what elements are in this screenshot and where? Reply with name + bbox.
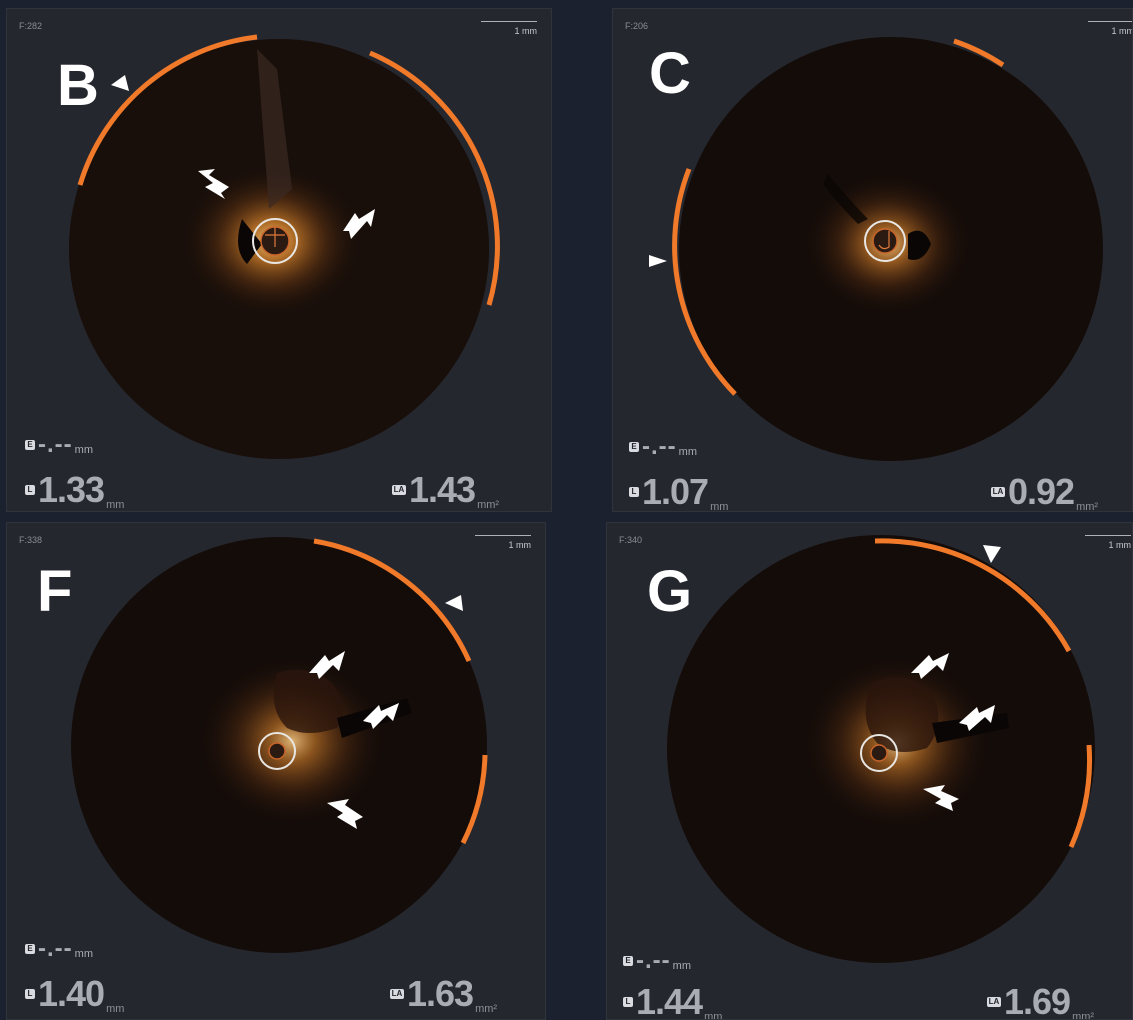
lumen-area-icon: LA (392, 485, 406, 495)
catheter-ring (252, 218, 298, 264)
white-arrow (923, 785, 959, 811)
scale-bar: 1 mm (481, 21, 537, 36)
lumen-area-readout: LA 0.92 mm² (991, 471, 1099, 512)
catheter-ring (864, 220, 906, 262)
oct-panel-b: F:282 1 mm B E -.-- mm L 1.33 mm LA 1.43 mm² (6, 8, 552, 512)
frame-number: F:206 (625, 21, 649, 31)
oct-scan-image (667, 535, 1095, 963)
lumen-icon: L (623, 997, 633, 1007)
orange-arc-marker (313, 538, 472, 663)
thrombus-region (273, 669, 344, 733)
thickness-icon: E (25, 440, 35, 450)
lumen-area-readout: LA 1.43 mm² (392, 469, 500, 512)
frame-number: F:340 (619, 535, 643, 545)
lumen-diameter-readout: L 1.33 mm (25, 469, 124, 511)
white-arrow (363, 703, 399, 729)
thickness-readout: E -.-- mm (25, 935, 93, 963)
panel-letter: G (647, 559, 693, 624)
orange-arc-marker (953, 38, 1005, 68)
frame-number: F:338 (19, 535, 43, 545)
lumen-icon: L (25, 485, 35, 495)
oct-panel-g: F:340 1 mm G E -.-- mm L 1.44 mm LA 1.69 mm² (606, 522, 1133, 1020)
lumen-diameter-readout: L 1.44 mm (623, 981, 722, 1019)
lumen-icon: L (629, 487, 639, 497)
panel-letter: F (37, 559, 73, 624)
orange-arc-marker (672, 168, 737, 396)
thickness-icon: E (25, 944, 35, 954)
thickness-icon: E (629, 442, 639, 452)
panel-letter: C (649, 41, 691, 106)
catheter-ring (860, 734, 898, 772)
catheter-core (268, 742, 286, 760)
catheter-mark (878, 231, 890, 250)
catheter-core (872, 228, 898, 254)
thickness-readout: E -.-- mm (623, 947, 691, 975)
arrowhead-marker (983, 545, 1001, 563)
oct-panel-f: F:338 1 mm F E -.-- mm L 1.40 mm LA 1.63 mm² (6, 522, 546, 1020)
scale-bar: 1 mm (1088, 21, 1132, 36)
arrowhead-marker (111, 75, 129, 91)
catheter-ring (258, 732, 296, 770)
scale-bar: 1 mm (475, 535, 531, 550)
thickness-readout: E -.-- mm (629, 433, 697, 461)
orange-arc-marker (369, 50, 500, 306)
orange-arc-marker (874, 538, 1072, 653)
lumen-shadow (238, 219, 262, 264)
arrowhead-marker (445, 595, 463, 611)
lumen-area-readout: LA 1.69 mm² (987, 981, 1095, 1020)
thickness-readout: E -.-- mm (25, 431, 93, 459)
lumen-diameter-readout: L 1.07 mm (629, 471, 728, 511)
white-arrow (343, 209, 375, 239)
orange-arc-marker (1068, 744, 1092, 849)
oct-panel-c: F:206 1 mm C E -.-- mm L 1.07 mm LA 0.92 mm² (612, 8, 1133, 512)
scale-bar: 1 mm (1085, 535, 1131, 550)
lumen-area-readout: LA 1.63 mm² (390, 973, 498, 1016)
oct-scan-image (649, 37, 1103, 461)
lumen-area-icon: LA (991, 487, 1005, 497)
lumen-icon: L (25, 989, 35, 999)
white-arrow (327, 799, 363, 829)
white-arrow (911, 653, 949, 679)
lumen-diameter-readout: L 1.40 mm (25, 973, 124, 1015)
white-arrow (959, 705, 995, 731)
oct-scan-image (69, 34, 500, 459)
white-arrow (309, 651, 345, 679)
orange-arc-marker (77, 34, 258, 186)
guidewire-shadow (257, 49, 292, 209)
lumen-area-icon: LA (390, 989, 404, 999)
frame-number: F:282 (19, 21, 43, 31)
catheter-core (870, 744, 888, 762)
thrombus-region (865, 677, 939, 752)
oct-scan-image (71, 537, 488, 953)
white-arrow (198, 169, 229, 199)
arrowhead-marker (649, 255, 667, 267)
catheter-cross (265, 227, 285, 247)
lumen-shadow (823, 174, 868, 224)
panel-letter: B (57, 53, 99, 118)
lumen-shadow (908, 230, 931, 260)
thickness-icon: E (623, 956, 633, 966)
orange-arc-marker (460, 754, 488, 845)
lumen-area-icon: LA (987, 997, 1001, 1007)
